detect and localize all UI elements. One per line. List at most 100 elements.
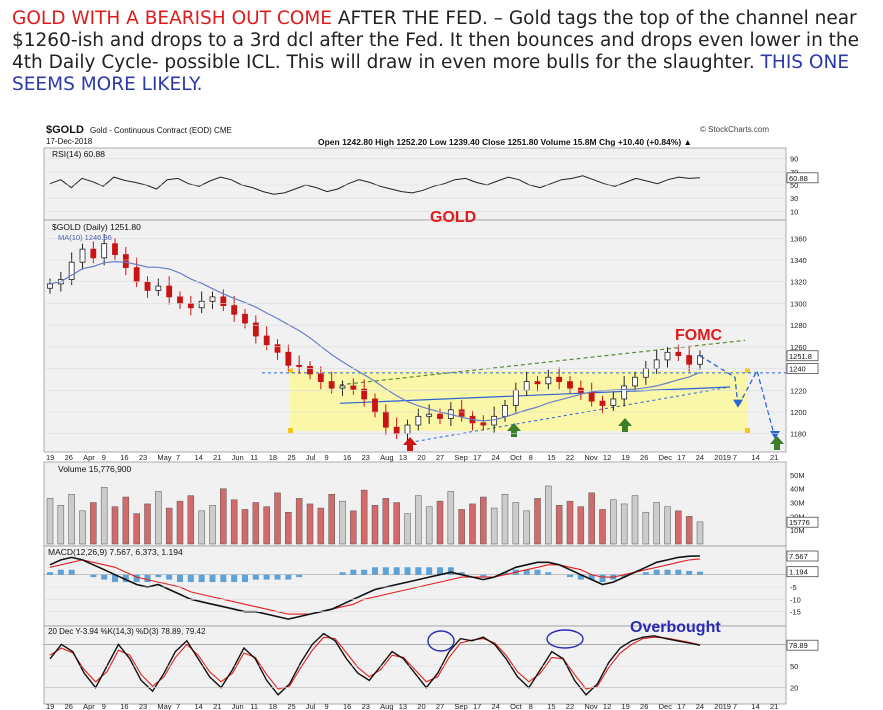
- x-tick-label: 20: [417, 453, 425, 462]
- x-tick-label: 22: [566, 453, 574, 462]
- volume-bar: [220, 488, 227, 545]
- candle-body: [328, 381, 335, 389]
- macd-histogram-bar: [599, 574, 606, 583]
- volume-bar: [176, 500, 184, 545]
- volume-bar: [133, 513, 140, 545]
- x-tick-label: 17: [473, 702, 481, 710]
- candle-body: [437, 413, 443, 419]
- volume-bar: [685, 516, 693, 545]
- candle-body: [90, 248, 97, 259]
- rsi-label: RSI(14) 60.88: [52, 149, 105, 159]
- candle-body: [47, 283, 53, 289]
- rsi-line: [49, 175, 701, 195]
- volume-bar: [610, 499, 617, 545]
- y-tick-label: 1340: [790, 256, 807, 265]
- macd-histogram-bar: [480, 574, 487, 578]
- macd-histogram-bar: [122, 574, 129, 583]
- x-tick-label: 19: [46, 702, 54, 710]
- macd-histogram-bar: [393, 567, 400, 575]
- x-tick-label: Jul: [306, 702, 316, 710]
- volume-bar: [469, 503, 476, 545]
- macd-histogram-bar: [545, 572, 552, 575]
- volume-bar: [620, 503, 628, 545]
- volume-bar: [68, 494, 75, 545]
- macd-histogram-bar: [447, 567, 454, 575]
- headline-blue: THIS ONE SEEMS MORE LIKELY.: [12, 52, 850, 95]
- forecast-arrowhead: [770, 431, 780, 440]
- candle-body: [166, 285, 173, 298]
- x-tick-label: 26: [640, 453, 648, 462]
- candle-body: [187, 303, 194, 309]
- volume-bar: [252, 502, 260, 545]
- candle-body: [350, 385, 357, 390]
- x-tick-label: 27: [436, 702, 444, 710]
- candle-body: [198, 300, 205, 309]
- ma10-line: [49, 260, 701, 422]
- x-tick-label: 15: [547, 453, 555, 462]
- y-tick-label: 40M: [790, 485, 805, 494]
- x-tick-label: 19: [621, 702, 629, 710]
- volume-bar: [371, 505, 379, 545]
- candle-body: [263, 335, 270, 346]
- symbol-description: Gold - Continuous Contract (EOD) CME: [90, 126, 232, 135]
- volume-bar: [187, 495, 195, 545]
- candle-body: [653, 359, 660, 369]
- x-tick-label: 18: [269, 702, 277, 710]
- volume-label: Volume 15,776,900: [58, 464, 132, 474]
- price-current-tag: 1251.8: [789, 352, 812, 361]
- volume-bar: [545, 485, 552, 545]
- macd-histogram-bar: [133, 574, 140, 583]
- volume-bar: [295, 498, 303, 545]
- macd-histogram-bar: [675, 569, 682, 575]
- candle-body: [512, 389, 519, 406]
- x-tick-label: Sep: [454, 453, 467, 462]
- candle-body: [545, 376, 552, 385]
- x-tick-label: Dec: [659, 453, 673, 462]
- x-tick-label: 25: [287, 453, 295, 462]
- x-tick-label: 2019: [714, 702, 731, 710]
- candle-body: [133, 267, 140, 283]
- x-tick-label: 19: [46, 453, 54, 462]
- green-up-arrow: [618, 418, 632, 432]
- candle-body: [621, 385, 628, 400]
- macd-signal-line: [49, 558, 701, 615]
- macd-histogram-bar: [567, 574, 573, 578]
- x-tick-label: 17: [677, 702, 685, 710]
- macd-histogram-bar: [361, 569, 368, 575]
- volume-bar: [165, 507, 173, 545]
- x-tick-label: 12: [603, 453, 611, 462]
- candle-body: [307, 365, 313, 375]
- macd-line: [49, 555, 701, 620]
- x-tick-label: Aug: [380, 702, 393, 710]
- y-tick-label: 1320: [790, 278, 807, 287]
- volume-bar: [631, 495, 639, 545]
- x-tick-label: 20: [417, 702, 425, 710]
- candle-body: [122, 254, 129, 268]
- candle-body: [523, 381, 530, 391]
- macd-histogram-bar: [90, 574, 97, 578]
- volume-bar: [447, 491, 455, 545]
- stoch-k-line: [49, 632, 701, 696]
- macd-histogram-bar: [144, 574, 151, 583]
- candle-body: [599, 400, 606, 406]
- x-tick-label: Apr: [83, 453, 95, 462]
- headline-red: GOLD WITH A BEARISH OUT COME: [12, 8, 333, 29]
- volume-bar: [696, 521, 704, 545]
- volume-bar: [675, 510, 682, 545]
- volume-bar: [79, 510, 86, 545]
- macd-histogram-bar: [588, 574, 595, 580]
- volume-bar: [155, 491, 162, 545]
- candle-body: [697, 355, 703, 365]
- x-tick-label: 26: [640, 702, 648, 710]
- x-tick-label: 7: [176, 702, 180, 710]
- x-tick-label: 8: [529, 453, 533, 462]
- macd-histogram-bar: [112, 574, 118, 583]
- macd-histogram-bar: [372, 567, 378, 575]
- macd-hist-tag: 1.194: [789, 568, 808, 577]
- red-up-arrow: [403, 437, 417, 451]
- price-series: [47, 233, 786, 451]
- x-tick-label: 9: [324, 453, 328, 462]
- x-tick-label: 14: [195, 453, 203, 462]
- y-tick-label: 1200: [790, 408, 807, 417]
- volume-bar: [100, 487, 108, 545]
